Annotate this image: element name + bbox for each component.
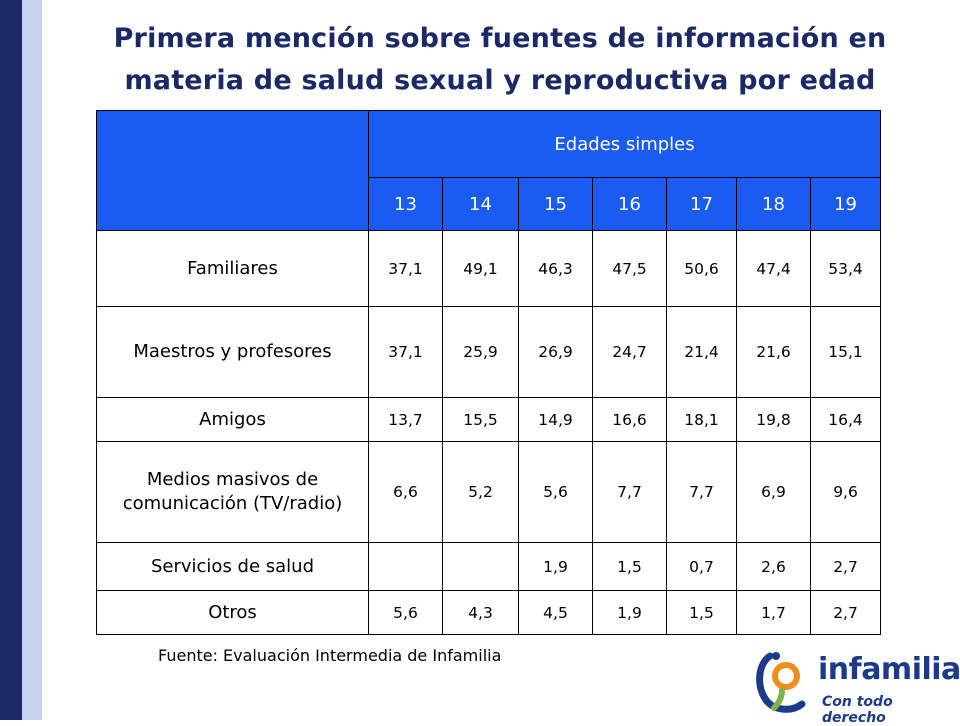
table-cell: 4,5 bbox=[518, 590, 593, 635]
table-cell: 50,6 bbox=[666, 230, 737, 307]
age-header-row: 13 14 15 16 17 18 19 bbox=[97, 177, 882, 231]
table-cell: 0,7 bbox=[666, 542, 737, 591]
age-header: 14 bbox=[442, 177, 519, 231]
data-table: Edades simples 13 14 15 16 17 18 19 Fami… bbox=[96, 110, 882, 635]
table-cell: 5,6 bbox=[368, 590, 443, 635]
logo-wordmark: infamilia bbox=[818, 652, 960, 687]
table-cell: 18,1 bbox=[666, 397, 737, 442]
table-cell: 5,2 bbox=[442, 441, 519, 543]
age-header: 16 bbox=[592, 177, 667, 231]
table-cell: 13,7 bbox=[368, 397, 443, 442]
table-cell: 37,1 bbox=[368, 230, 443, 307]
age-header: 19 bbox=[809, 177, 882, 231]
age-header: 18 bbox=[736, 177, 811, 231]
side-bar-light bbox=[22, 0, 42, 720]
table-cell: 37,1 bbox=[368, 306, 443, 398]
row-label: Servicios de salud bbox=[96, 542, 369, 591]
page-title: Primera mención sobre fuentes de informa… bbox=[60, 18, 940, 102]
infamilia-emblem-icon bbox=[756, 652, 806, 713]
table-cell: 16,6 bbox=[592, 397, 667, 442]
table-cell: 19,8 bbox=[736, 397, 811, 442]
table-cell: 2,7 bbox=[809, 590, 882, 635]
table-cell: 1,7 bbox=[736, 590, 811, 635]
table-row: Maestros y profesores 37,1 25,9 26,9 24,… bbox=[96, 306, 882, 398]
table-cell: 1,9 bbox=[518, 542, 593, 591]
table-cell: 1,5 bbox=[592, 542, 667, 591]
table-cell: 49,1 bbox=[442, 230, 519, 307]
group-header: Edades simples bbox=[367, 110, 882, 178]
corner-header-cell bbox=[96, 110, 369, 231]
table-cell: 5,6 bbox=[518, 441, 593, 543]
table-cell: 47,5 bbox=[592, 230, 667, 307]
row-label: Medios masivos de comunicación (TV/radio… bbox=[96, 441, 369, 543]
table-cell: 6,9 bbox=[736, 441, 811, 543]
table-cell bbox=[442, 542, 519, 591]
table-cell: 21,4 bbox=[666, 306, 737, 398]
age-header: 15 bbox=[518, 177, 593, 231]
table-cell: 2,7 bbox=[809, 542, 882, 591]
table-cell: 46,3 bbox=[518, 230, 593, 307]
table-cell: 2,6 bbox=[736, 542, 811, 591]
age-header: 17 bbox=[666, 177, 737, 231]
table-row: Familiares 37,1 49,1 46,3 47,5 50,6 47,4… bbox=[96, 230, 882, 307]
row-label: Otros bbox=[96, 590, 369, 635]
row-label: Amigos bbox=[96, 397, 369, 442]
table-cell: 53,4 bbox=[809, 230, 882, 307]
side-bar-dark bbox=[0, 0, 22, 720]
row-label: Familiares bbox=[96, 230, 369, 307]
table-cell: 16,4 bbox=[809, 397, 882, 442]
table-cell: 25,9 bbox=[442, 306, 519, 398]
table-cell: 1,9 bbox=[592, 590, 667, 635]
table-row: Servicios de salud 1,9 1,5 0,7 2,6 2,7 bbox=[96, 542, 882, 591]
title-line-2: materia de salud sexual y reproductiva p… bbox=[124, 65, 876, 96]
table-row: Medios masivos de comunicación (TV/radio… bbox=[96, 441, 882, 543]
table-cell: 24,7 bbox=[592, 306, 667, 398]
table-cell: 7,7 bbox=[666, 441, 737, 543]
logo-tagline: Con todo derecho bbox=[822, 694, 893, 726]
table-cell: 21,6 bbox=[736, 306, 811, 398]
table-cell: 9,6 bbox=[809, 441, 882, 543]
infamilia-logo: infamilia Con todo derecho bbox=[752, 650, 960, 726]
table-cell bbox=[368, 542, 443, 591]
age-header: 13 bbox=[368, 177, 443, 231]
table-cell: 14,9 bbox=[518, 397, 593, 442]
table-row: Otros 5,6 4,3 4,5 1,9 1,5 1,7 2,7 bbox=[96, 590, 882, 635]
table-row: Amigos 13,7 15,5 14,9 16,6 18,1 19,8 16,… bbox=[96, 397, 882, 442]
table-cell: 26,9 bbox=[518, 306, 593, 398]
table-cell: 6,6 bbox=[368, 441, 443, 543]
row-label: Maestros y profesores bbox=[96, 306, 369, 398]
table-cell: 7,7 bbox=[592, 441, 667, 543]
table-cell: 1,5 bbox=[666, 590, 737, 635]
source-note: Fuente: Evaluación Intermedia de Infamil… bbox=[158, 646, 502, 665]
table-cell: 15,5 bbox=[442, 397, 519, 442]
table-cell: 47,4 bbox=[736, 230, 811, 307]
table-cell: 4,3 bbox=[442, 590, 519, 635]
title-line-1: Primera mención sobre fuentes de informa… bbox=[113, 23, 887, 54]
table-cell: 15,1 bbox=[809, 306, 882, 398]
